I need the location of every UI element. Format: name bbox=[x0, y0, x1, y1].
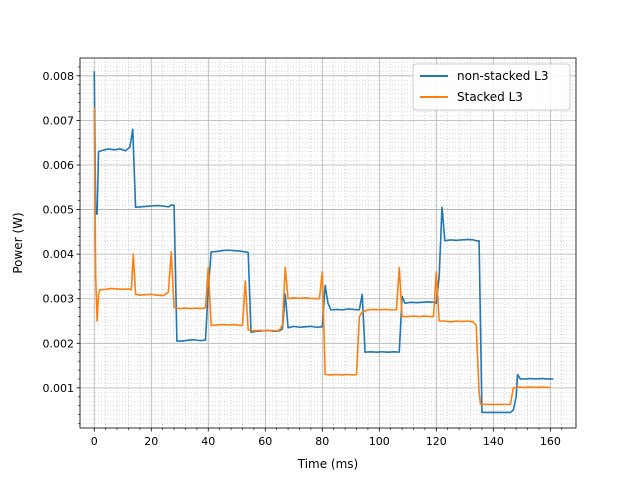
x-tick-label: 60 bbox=[258, 435, 272, 448]
x-tick-label: 100 bbox=[369, 435, 390, 448]
axis-layer: 0 20 40 60 80 100 120 140 160 0.001 0.002 0.003 0.00… bbox=[43, 66, 563, 448]
x-tick-label: 40 bbox=[201, 435, 215, 448]
legend: non-stacked L3 Stacked L3 bbox=[412, 63, 571, 111]
legend-box bbox=[412, 63, 571, 111]
x-axis-label: Time (ms) bbox=[297, 457, 359, 471]
x-tick-label: 120 bbox=[426, 435, 447, 448]
y-tick-label: 0.006 bbox=[43, 159, 75, 172]
grid-layer bbox=[80, 58, 576, 429]
x-tick-label: 0 bbox=[91, 435, 98, 448]
y-tick-label: 0.002 bbox=[43, 337, 75, 350]
legend-label-non-stacked-l3: non-stacked L3 bbox=[457, 69, 548, 83]
y-tick-label: 0.007 bbox=[43, 114, 75, 127]
y-tick-label: 0.001 bbox=[43, 382, 75, 395]
x-tick-label: 20 bbox=[144, 435, 158, 448]
x-tick-label: 80 bbox=[315, 435, 329, 448]
y-tick-label: 0.005 bbox=[43, 204, 75, 217]
y-tick-label: 0.004 bbox=[43, 248, 75, 261]
y-axis-label: Power (W) bbox=[11, 212, 25, 273]
x-tick-label: 140 bbox=[483, 435, 504, 448]
series-line-stacked-l3 bbox=[93, 107, 551, 406]
y-tick-label: 0.003 bbox=[43, 293, 75, 306]
series-line-non-stacked-l3 bbox=[93, 71, 554, 414]
legend-label-stacked-l3: Stacked L3 bbox=[457, 90, 523, 104]
y-tick-label: 0.008 bbox=[43, 70, 75, 83]
plot-frame bbox=[79, 57, 577, 429]
x-tick-label: 160 bbox=[540, 435, 561, 448]
series-layer bbox=[93, 71, 554, 414]
